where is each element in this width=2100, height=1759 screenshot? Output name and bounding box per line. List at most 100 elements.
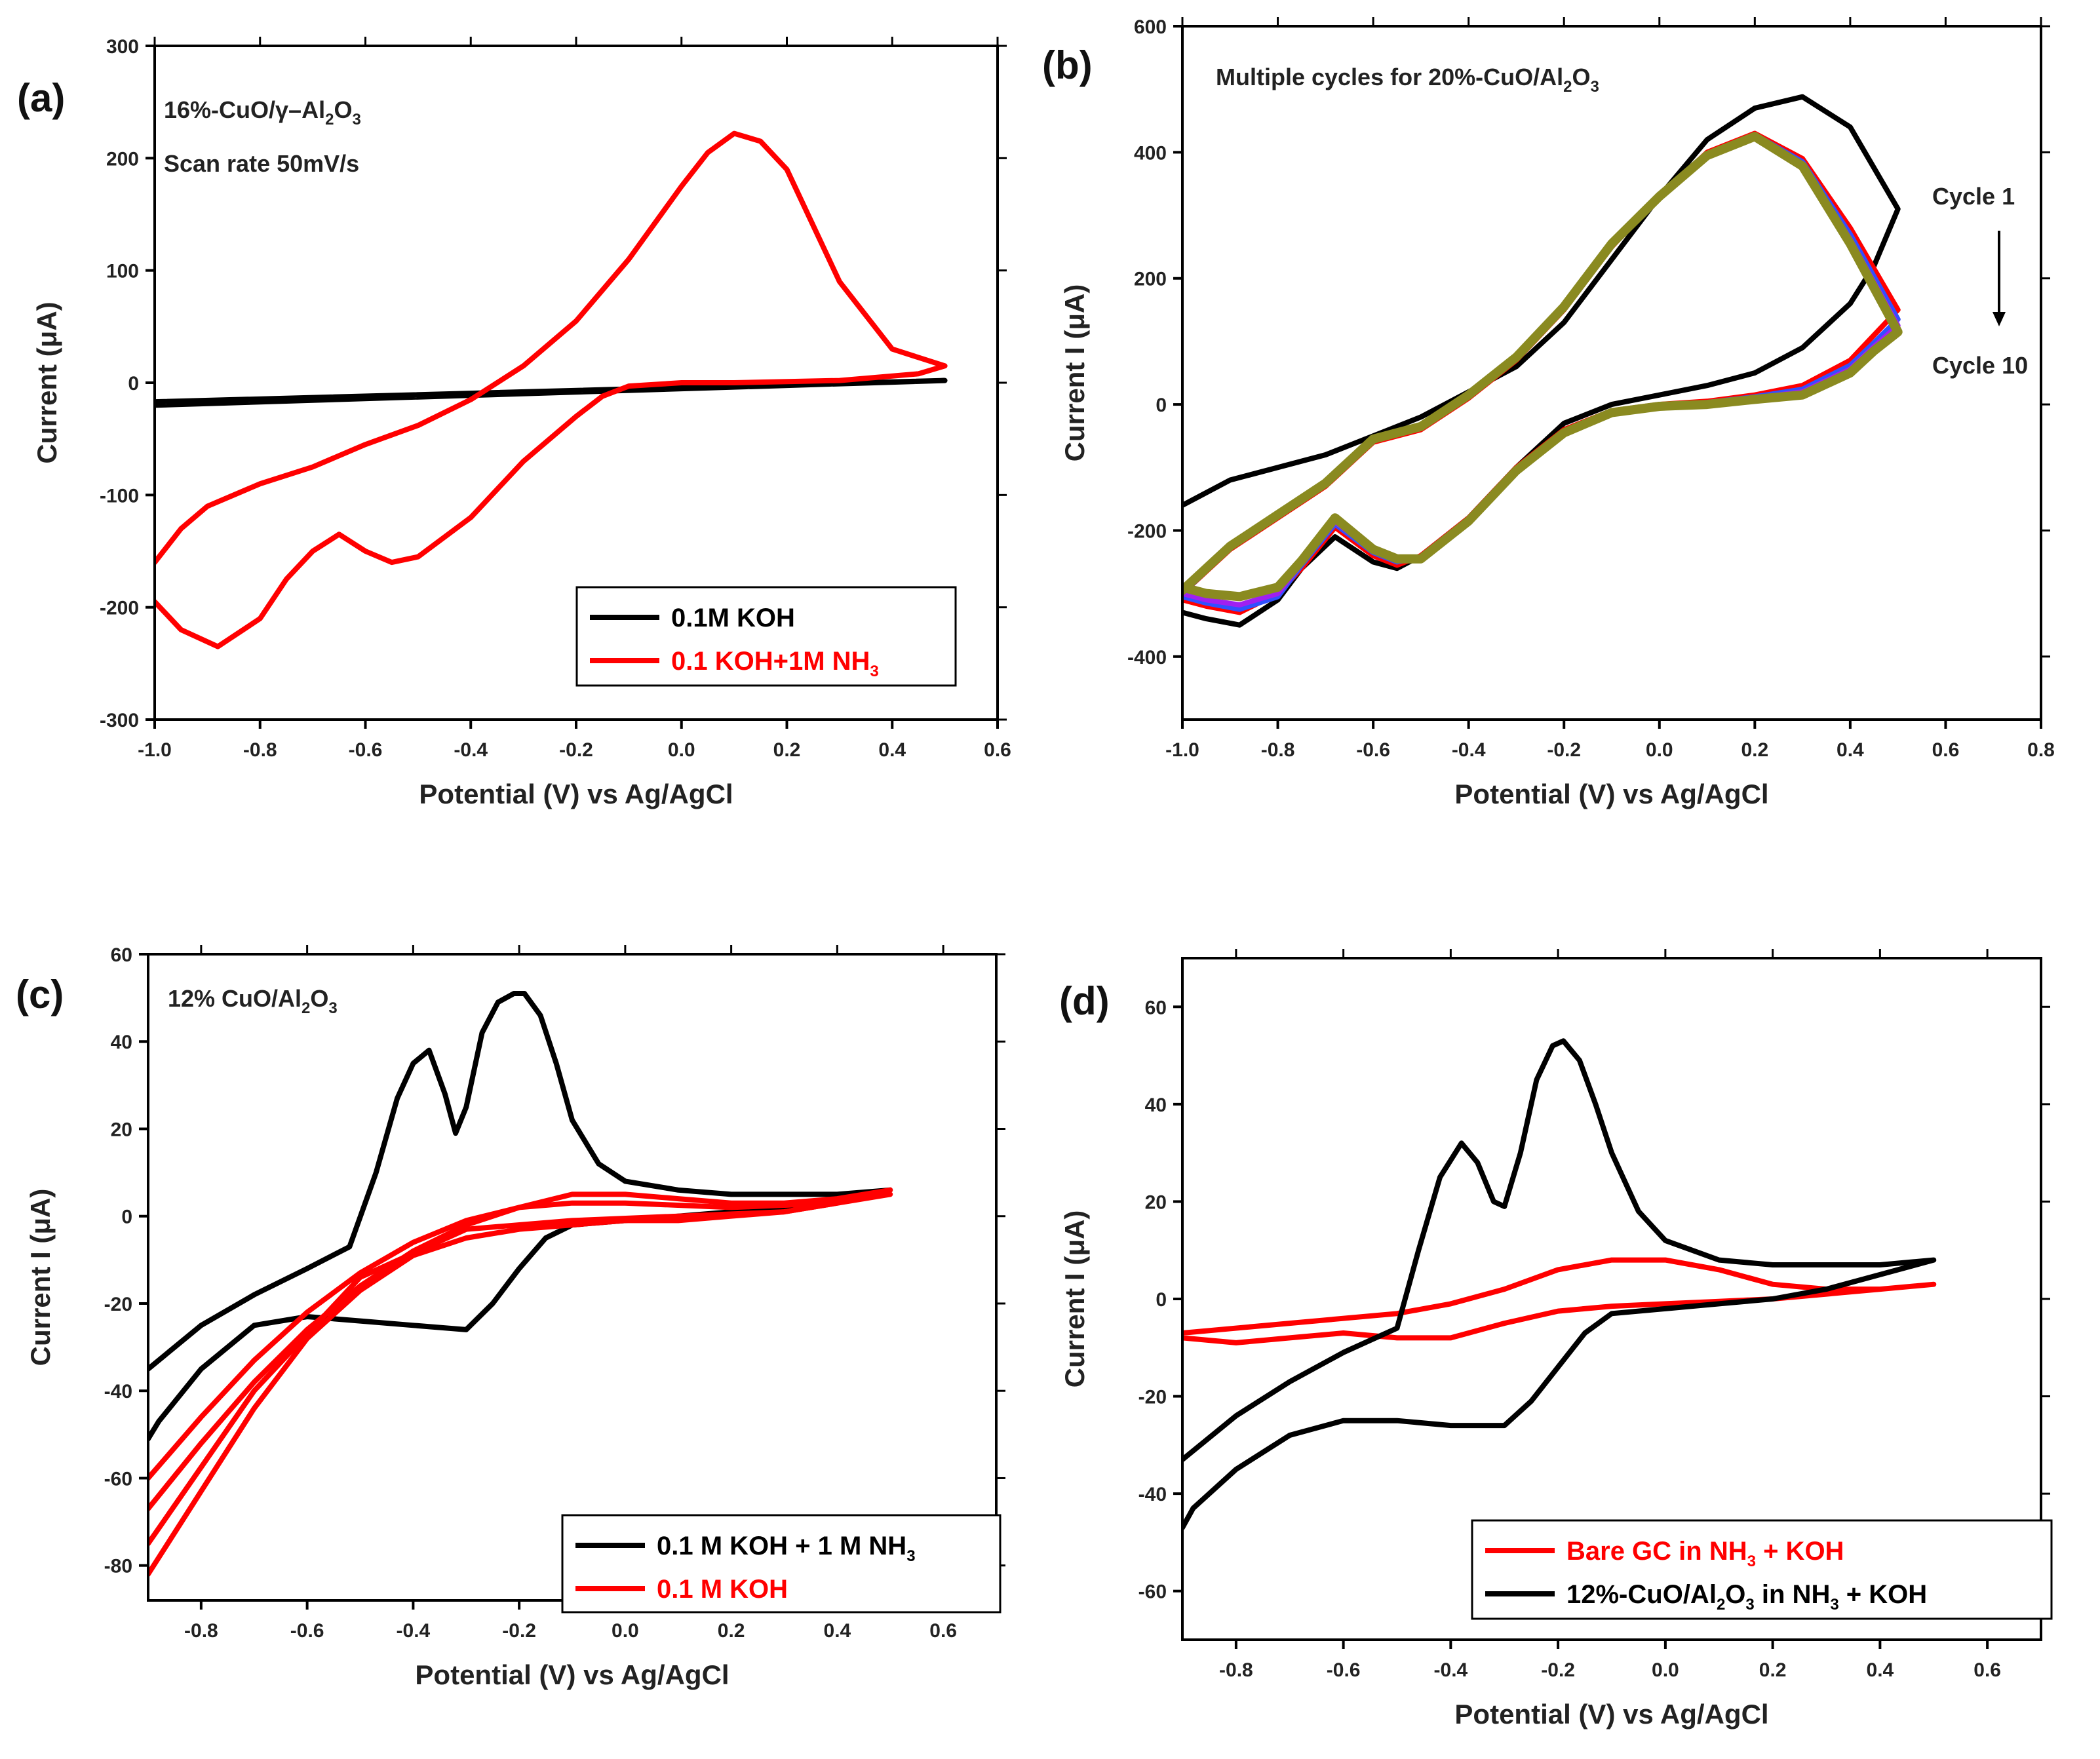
- x-tick-label: 0.6: [1932, 739, 1960, 761]
- annotation-base: Cycle 10: [1932, 352, 2028, 379]
- y-tick-label: 40: [111, 1032, 132, 1053]
- x-tick-label: 0.6: [1974, 1659, 2001, 1681]
- x-tick-label: -0.2: [1547, 739, 1581, 761]
- series-line-a-1: [155, 130, 948, 649]
- legend-label-sub: 3: [1747, 1553, 1756, 1570]
- x-tick-label: 0.6: [984, 739, 1011, 761]
- x-tick-label: -1.0: [138, 739, 172, 761]
- legend-label: 0.1M KOH: [671, 604, 795, 632]
- series-line-b-4: [1182, 132, 1903, 602]
- series-group: [1182, 1038, 1937, 1531]
- panel-c: -0.8 -0.6 -0.4 -0.2 0.0 0.2 0.4 0.6 -80 -60 -40 -20…: [16, 944, 1005, 1690]
- x-tick-label: 0.2: [1741, 739, 1768, 761]
- series-group: [148, 991, 893, 1577]
- y-tick-label: 0: [121, 1207, 132, 1228]
- y-tick-label: -20: [1138, 1387, 1167, 1408]
- x-tick-label: 0.2: [1759, 1659, 1787, 1681]
- series-line-c-2: [148, 1191, 893, 1547]
- annotation-base: Cycle 1: [1932, 183, 2015, 210]
- legend-label-tail: O: [1725, 1580, 1745, 1609]
- x-tick-label: -0.8: [1261, 739, 1295, 761]
- y-tick-label: -60: [1138, 1581, 1167, 1603]
- legend-label-tail2: in NH: [1755, 1580, 1831, 1609]
- annotation-sub2: 3: [328, 999, 337, 1017]
- x-tick-label: -1.0: [1165, 739, 1199, 761]
- legend-label-tail: + KOH: [1756, 1537, 1844, 1566]
- x-tick-label: -0.6: [349, 739, 383, 761]
- y-tick-label: 100: [106, 261, 139, 282]
- annotation-base: 12% CuO/Al: [168, 985, 301, 1012]
- x-tick-label: 0.2: [718, 1620, 745, 1642]
- legend-label-label: 0.1 M KOH: [657, 1575, 788, 1604]
- panel-b: -1.0 -0.8 -0.6 -0.4 -0.2 0.0 0.2 0.4 0.6 0.8 -400 -…: [1042, 16, 2055, 809]
- series-line-a-0: [155, 377, 948, 408]
- x-tick-label: -0.8: [243, 739, 277, 761]
- annotation-tail: O: [334, 96, 352, 123]
- y-tick-label: 20: [111, 1119, 132, 1140]
- x-tick-label: 0.0: [1652, 1659, 1679, 1681]
- legend-label-label: 0.1 KOH+1M NH: [671, 647, 870, 676]
- y-tick-label: -400: [1127, 647, 1167, 668]
- x-tick-label: 0.4: [824, 1620, 851, 1642]
- legend-box: [1471, 1519, 2053, 1620]
- y-tick-label: -200: [100, 598, 139, 619]
- legend-label: 0.1 KOH+1M NH3: [671, 647, 879, 680]
- annotation-base: Scan rate 50mV/s: [164, 150, 359, 177]
- y-tick-label: 60: [1145, 997, 1167, 1018]
- panel-d: -0.8 -0.6 -0.4 -0.2 0.0 0.2 0.4 0.6 -60 -40 -20 0 20…: [1059, 949, 2053, 1730]
- x-tick-label: -0.2: [1541, 1659, 1575, 1681]
- x-tick-label: -0.6: [290, 1620, 324, 1642]
- annotation: Cycle 1: [1932, 183, 2015, 210]
- y-tick-label: -100: [100, 485, 139, 507]
- x-tick-label: 0.4: [1867, 1659, 1894, 1681]
- y-tick-label: 400: [1134, 142, 1167, 164]
- y-axis-label: Current I (μA): [1059, 284, 1090, 462]
- y-tick-label: 20: [1145, 1191, 1167, 1213]
- annotation-sub2: 3: [352, 111, 360, 128]
- panel-a: -1.0 -0.8 -0.6 -0.4 -0.2 0.0 0.2 0.4 0.6 -300 -200…: [17, 36, 1011, 809]
- legend-box: [561, 1514, 1001, 1614]
- y-tick-label: 0: [1156, 1289, 1167, 1311]
- x-tick-label: -0.4: [1434, 1659, 1468, 1681]
- x-tick-label: -0.4: [1452, 739, 1486, 761]
- y-axis-label: Current (μA): [31, 301, 62, 463]
- annotation: 16%-CuO/γ–Al2O3: [164, 96, 361, 128]
- y-axis-label: Current I (μA): [1059, 1210, 1090, 1388]
- y-tick-label: -300: [100, 710, 139, 731]
- legend-label-tail3: + KOH: [1839, 1580, 1927, 1609]
- legend-label: Bare GC in NH3 + KOH: [1566, 1537, 1844, 1570]
- legend-label-label: 0.1M KOH: [671, 604, 795, 632]
- legend-label-sub3: 3: [1830, 1596, 1838, 1614]
- legend-label-label: Bare GC in NH: [1566, 1537, 1747, 1566]
- cycle-arrow-head: [1993, 312, 2006, 326]
- x-tick-label: 0.4: [878, 739, 906, 761]
- x-tick-label: -0.8: [184, 1620, 218, 1642]
- y-tick-label: 60: [111, 944, 132, 966]
- annotation: Multiple cycles for 20%-CuO/Al2O3: [1216, 64, 1599, 96]
- annotation: Scan rate 50mV/s: [164, 150, 359, 177]
- panel-label: (a): [17, 76, 65, 120]
- legend-label: 0.1 M KOH: [657, 1575, 788, 1604]
- x-axis-label: Potential (V) vs Ag/AgCl: [419, 779, 733, 809]
- legend-label-sub: 3: [870, 663, 878, 680]
- panel-label: (d): [1059, 979, 1110, 1023]
- x-tick-label: 0.0: [1646, 739, 1673, 761]
- y-tick-label: -40: [104, 1381, 132, 1402]
- x-tick-label: -0.4: [397, 1620, 431, 1642]
- x-tick-label: 0.6: [929, 1620, 957, 1642]
- legend-box: [575, 586, 957, 687]
- y-tick-label: -40: [1138, 1484, 1167, 1505]
- y-tick-label: -200: [1127, 520, 1167, 542]
- series-line-d-0: [1182, 1257, 1937, 1345]
- annotation: Cycle 10: [1932, 352, 2028, 379]
- x-tick-label: 0.8: [2027, 739, 2055, 761]
- legend-label: 12%-CuO/Al2O3 in NH3 + KOH: [1566, 1580, 1927, 1614]
- panel-label: (b): [1042, 43, 1093, 87]
- series-line-d-1: [1182, 1038, 1937, 1531]
- y-axis-label: Current I (μA): [25, 1189, 56, 1366]
- y-tick-label: -60: [104, 1468, 132, 1490]
- y-tick-label: 600: [1134, 16, 1167, 38]
- annotation-base: 16%-CuO/γ–Al: [164, 96, 325, 123]
